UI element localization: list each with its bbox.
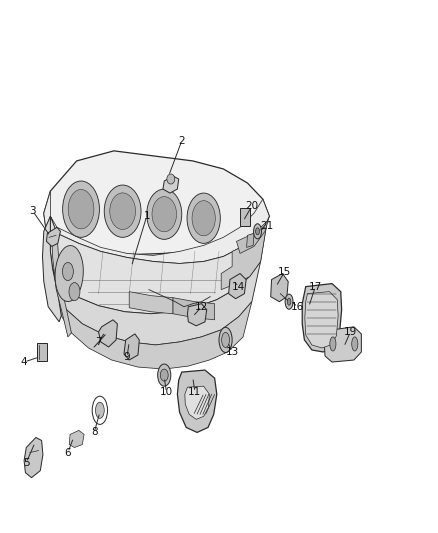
Text: 2: 2 <box>178 136 185 146</box>
Text: 15: 15 <box>278 266 291 277</box>
Text: 12: 12 <box>195 302 208 312</box>
Ellipse shape <box>147 189 182 239</box>
Text: 14: 14 <box>232 281 245 292</box>
Polygon shape <box>187 304 207 326</box>
Polygon shape <box>44 191 269 263</box>
Polygon shape <box>229 273 246 298</box>
Polygon shape <box>129 292 173 314</box>
Ellipse shape <box>55 246 83 302</box>
Ellipse shape <box>110 193 135 230</box>
Ellipse shape <box>192 200 215 236</box>
Polygon shape <box>99 320 117 347</box>
Text: 5: 5 <box>23 458 30 467</box>
Ellipse shape <box>254 224 261 239</box>
Text: 21: 21 <box>261 221 274 231</box>
Ellipse shape <box>167 174 175 184</box>
Ellipse shape <box>287 298 291 305</box>
Polygon shape <box>58 294 252 369</box>
Ellipse shape <box>63 181 99 237</box>
Text: 6: 6 <box>64 448 71 457</box>
Polygon shape <box>173 297 215 320</box>
Text: 13: 13 <box>226 347 239 357</box>
Text: 17: 17 <box>309 281 322 292</box>
Ellipse shape <box>160 369 168 381</box>
Text: 3: 3 <box>29 206 36 216</box>
Text: 9: 9 <box>124 352 131 362</box>
Text: 16: 16 <box>291 302 304 312</box>
FancyBboxPatch shape <box>240 208 250 227</box>
Polygon shape <box>69 431 84 448</box>
Text: 19: 19 <box>344 327 357 337</box>
Ellipse shape <box>187 193 220 244</box>
Polygon shape <box>302 284 342 352</box>
Polygon shape <box>50 216 267 314</box>
Polygon shape <box>221 221 267 289</box>
Text: 4: 4 <box>21 357 28 367</box>
Ellipse shape <box>285 294 293 309</box>
Polygon shape <box>124 334 139 360</box>
Circle shape <box>352 337 358 351</box>
FancyBboxPatch shape <box>37 343 47 361</box>
Polygon shape <box>177 370 217 432</box>
Ellipse shape <box>104 185 141 237</box>
Text: 10: 10 <box>160 387 173 397</box>
Ellipse shape <box>158 364 171 386</box>
Text: 11: 11 <box>188 387 201 397</box>
Ellipse shape <box>222 333 230 348</box>
Text: 20: 20 <box>245 201 258 211</box>
Polygon shape <box>24 438 43 478</box>
Ellipse shape <box>69 282 80 301</box>
Polygon shape <box>53 262 261 345</box>
Polygon shape <box>324 327 361 362</box>
Text: 1: 1 <box>143 211 150 221</box>
Ellipse shape <box>95 402 104 418</box>
Ellipse shape <box>62 262 73 280</box>
Ellipse shape <box>219 327 232 352</box>
Text: 8: 8 <box>91 427 98 438</box>
Ellipse shape <box>255 228 259 235</box>
Polygon shape <box>305 292 338 348</box>
Polygon shape <box>271 273 288 302</box>
Ellipse shape <box>68 189 94 229</box>
Polygon shape <box>46 227 60 246</box>
Polygon shape <box>44 151 269 254</box>
Polygon shape <box>163 176 179 193</box>
Text: 7: 7 <box>95 337 102 347</box>
Circle shape <box>330 337 336 351</box>
Ellipse shape <box>152 197 177 232</box>
Polygon shape <box>42 216 61 322</box>
Polygon shape <box>52 233 71 337</box>
Polygon shape <box>237 216 269 253</box>
Polygon shape <box>185 386 209 419</box>
Polygon shape <box>247 233 254 247</box>
